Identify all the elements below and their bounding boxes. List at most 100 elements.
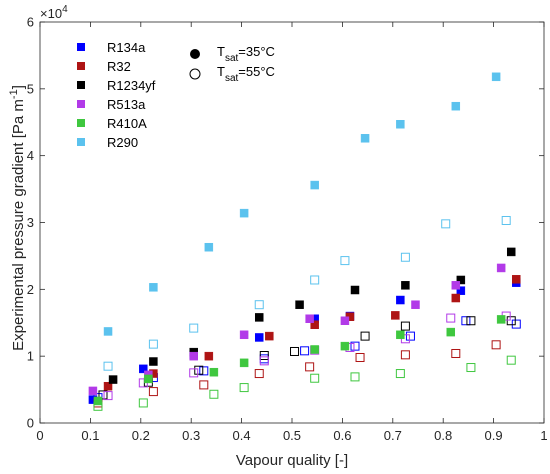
point-r290-55c <box>501 215 511 225</box>
point-r134a-55c <box>461 316 471 326</box>
x-tick-label: 0.7 <box>384 428 402 443</box>
point-r290-55c <box>148 339 158 349</box>
legend-swatch-r290 <box>77 138 85 146</box>
point-r1234yf-35c <box>149 357 158 366</box>
point-r32-55c <box>199 380 209 390</box>
legend-label-r134a: R134a <box>107 40 146 55</box>
x-tick-label: 0.2 <box>132 428 150 443</box>
y-axis-title-close: ] <box>10 85 27 89</box>
point-r1234yf-35c <box>350 285 360 295</box>
data-marks <box>88 72 521 411</box>
y-tick-label: 5 <box>27 81 34 96</box>
point-r513a-55c <box>446 313 456 323</box>
x-tick-label: 0.3 <box>182 428 200 443</box>
saturation-value: =35°C <box>238 44 275 59</box>
point-r1234yf-35c <box>456 275 466 285</box>
point-r410a-35c <box>144 374 153 384</box>
point-r290-35c <box>396 120 405 129</box>
point-r1234yf-35c <box>506 247 516 257</box>
saturation-symbol: T <box>217 64 225 79</box>
point-r410a-55c <box>138 398 148 408</box>
point-r134a-55c <box>350 341 360 351</box>
point-r410a-55c <box>209 389 219 399</box>
x-tick-label: 0.5 <box>283 428 301 443</box>
point-r1234yf-55c <box>506 316 516 326</box>
point-r410a-35c <box>496 315 506 324</box>
y-multiplier: ×104 <box>40 4 68 21</box>
point-r513a-35c <box>451 281 461 290</box>
point-r410a-35c <box>396 330 405 340</box>
point-r134a-55c <box>300 346 310 356</box>
point-r1234yf-55c <box>400 321 410 331</box>
point-r1234yf-55c <box>259 350 269 360</box>
point-r410a-35c <box>340 341 350 351</box>
point-r513a-35c <box>305 314 314 323</box>
point-r32-35c <box>451 293 461 303</box>
legend-swatch-r32 <box>77 62 85 70</box>
legend-swatch-r1234yf <box>77 81 85 89</box>
y-tick-label: 1 <box>27 349 34 364</box>
point-r290-35c <box>491 72 501 82</box>
point-r410a-35c <box>239 358 249 368</box>
point-r513a-55c <box>189 368 199 378</box>
point-r1234yf-55c <box>466 316 476 326</box>
point-r1234yf-35c <box>401 281 410 290</box>
point-r513a-35c <box>496 263 506 273</box>
point-r134a-55c <box>199 366 209 376</box>
legend-label-r513a: R513a <box>107 97 146 112</box>
point-r1234yf-55c <box>290 346 300 356</box>
saturation-value: =55°C <box>238 64 275 79</box>
point-r134a-55c <box>405 331 415 341</box>
y-tick-label: 6 <box>27 15 34 30</box>
point-r1234yf-55c <box>98 390 108 400</box>
point-r410a-55c <box>395 369 405 379</box>
saturation-subscript: sat <box>225 73 239 84</box>
legend-label-r1234yf: R1234yf <box>107 78 156 93</box>
point-r290-55c <box>103 361 113 371</box>
point-r32-55c <box>305 362 315 372</box>
point-r32-35c <box>391 311 400 320</box>
point-r134a-35c <box>139 364 148 374</box>
legend: R134a R32 R1234yf R513a R410A R290 <box>77 40 156 150</box>
point-r290-55c <box>254 300 264 310</box>
point-r513a-55c <box>103 391 113 401</box>
point-r134a-55c <box>511 319 521 329</box>
point-r513a-35c <box>411 300 420 309</box>
point-r290-55c <box>310 275 320 285</box>
point-r290-35c <box>149 283 158 292</box>
point-r410a-35c <box>93 396 103 406</box>
point-r1234yf-35c <box>295 300 304 309</box>
point-r410a-35c <box>446 327 456 337</box>
x-tick-label: 0.4 <box>233 428 251 443</box>
filled-circle-icon <box>190 49 200 59</box>
point-r513a-35c <box>88 386 98 396</box>
point-r513a-55c <box>259 356 269 366</box>
point-r410a-35c <box>209 367 219 377</box>
saturation-label-1: Tsat=35°C <box>217 44 275 64</box>
point-r32-35c <box>204 351 214 361</box>
point-r410a-55c <box>239 383 249 393</box>
point-r32-55c <box>254 369 264 379</box>
x-tick-label: 0.1 <box>81 428 99 443</box>
saturation-label-2: Tsat=55°C <box>217 64 275 84</box>
point-r290-55c <box>400 252 410 262</box>
point-r410a-55c <box>350 372 360 382</box>
point-r32-35c <box>265 331 274 341</box>
y-axis-title-exponent: -1 <box>8 89 20 99</box>
legend-swatch-r513a <box>77 100 85 108</box>
point-r513a-35c <box>340 316 350 325</box>
legend-swatch-r410a <box>77 119 85 127</box>
point-r134a-35c <box>396 295 405 305</box>
point-r32-55c <box>355 353 365 363</box>
y-multiplier-exponent: 4 <box>62 4 68 15</box>
point-r290-35c <box>310 180 319 190</box>
point-r290-55c <box>189 323 199 333</box>
point-r290-35c <box>360 134 370 143</box>
point-r32-55c <box>491 340 501 350</box>
legend-label-r410a: R410A <box>107 116 147 131</box>
y-tick-label: 4 <box>27 148 34 163</box>
point-r32-55c <box>400 350 410 360</box>
point-r410a-55c <box>466 363 476 373</box>
